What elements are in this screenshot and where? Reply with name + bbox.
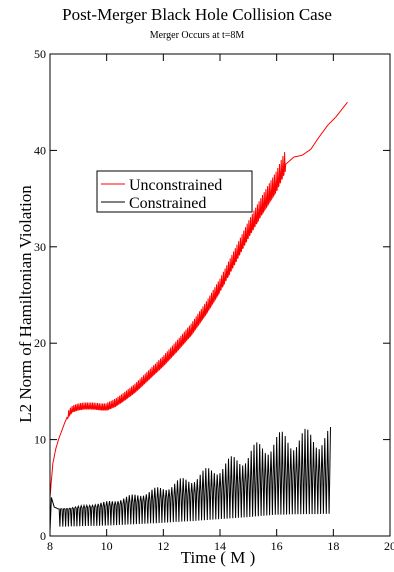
y-tick-label: 20 (34, 336, 46, 350)
y-tick: 10 (34, 433, 390, 447)
x-tick: 8 (47, 54, 53, 553)
x-tick-label: 14 (214, 539, 226, 553)
x-tick: 12 (157, 54, 169, 553)
legend-label: Unconstrained (129, 177, 222, 194)
series-line-unconstrained (49, 101, 348, 498)
x-tick-label: 12 (157, 539, 169, 553)
chart-subtitle: Merger Occurs at t=8M (149, 30, 245, 41)
y-tick-label: 40 (34, 143, 46, 157)
x-tick-label: 8 (47, 539, 53, 553)
plot-frame (49, 53, 391, 537)
x-tick-label: 16 (271, 539, 283, 553)
y-tick: 20 (34, 336, 390, 350)
x-tick: 10 (101, 54, 113, 553)
y-tick-label: 50 (34, 47, 46, 61)
x-tick-label: 18 (327, 539, 339, 553)
x-tick-label: 20 (384, 539, 394, 553)
legend-box (96, 170, 253, 213)
x-tick-label: 10 (101, 539, 113, 553)
y-tick: 50 (34, 47, 390, 61)
legend-label: Constrained (129, 195, 206, 212)
x-tick: 18 (327, 54, 339, 553)
y-tick: 40 (34, 143, 390, 157)
chart-title: Post-Merger Black Hole Collision Case (62, 5, 332, 24)
y-tick: 0 (40, 529, 390, 543)
y-tick-label: 0 (40, 529, 46, 543)
y-tick-label: 10 (34, 433, 46, 447)
x-axis-label: Time ( M ) (180, 548, 256, 567)
tick-group: 8 10 12 14 16 18 20 0 10 20 30 40 50 (34, 47, 394, 553)
x-tick: 14 (214, 54, 226, 553)
x-tick: 16 (271, 54, 283, 553)
series-line-constrained (49, 426, 331, 532)
plot-series-group (49, 101, 348, 532)
x-tick: 20 (384, 54, 394, 553)
y-tick-label: 30 (34, 240, 46, 254)
y-tick: 30 (34, 240, 390, 254)
